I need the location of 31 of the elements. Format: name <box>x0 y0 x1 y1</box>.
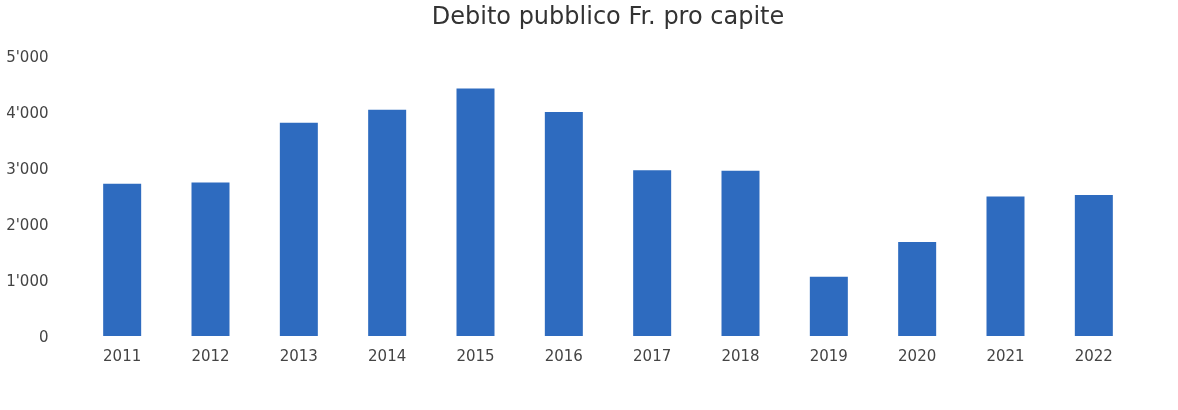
bar <box>633 170 672 336</box>
x-tick-label: 2020 <box>898 346 937 365</box>
bar <box>1074 194 1113 336</box>
x-tick-label: 2014 <box>368 346 407 365</box>
x-tick-label: 2016 <box>544 346 583 365</box>
x-tick-label: 2018 <box>721 346 760 365</box>
y-tick-label: 3'000 <box>6 159 49 178</box>
bar <box>721 170 760 336</box>
bar <box>191 182 230 336</box>
x-tick-label: 2021 <box>986 346 1025 365</box>
bar <box>809 276 848 336</box>
bar <box>544 112 583 336</box>
y-tick-label: 4'000 <box>6 103 49 122</box>
x-tick-label: 2019 <box>809 346 848 365</box>
x-tick-label: 2022 <box>1074 346 1113 365</box>
chart-title: Debito pubblico Fr. pro capite <box>431 2 785 30</box>
x-tick-label: 2011 <box>103 346 142 365</box>
bar <box>898 241 937 336</box>
y-tick-label: 5'000 <box>6 47 49 66</box>
bar <box>456 88 495 336</box>
x-tick-label: 2017 <box>633 346 672 365</box>
x-tick-label: 2015 <box>456 346 495 365</box>
bar <box>103 183 142 336</box>
x-tick-label: 2013 <box>279 346 318 365</box>
y-tick-label: 2'000 <box>6 215 49 234</box>
y-tick-label: 0 <box>38 327 49 346</box>
x-tick-label: 2012 <box>191 346 230 365</box>
bar <box>368 109 407 336</box>
bar <box>279 122 318 336</box>
y-tick-label: 1'000 <box>6 271 49 290</box>
bar <box>986 196 1025 336</box>
